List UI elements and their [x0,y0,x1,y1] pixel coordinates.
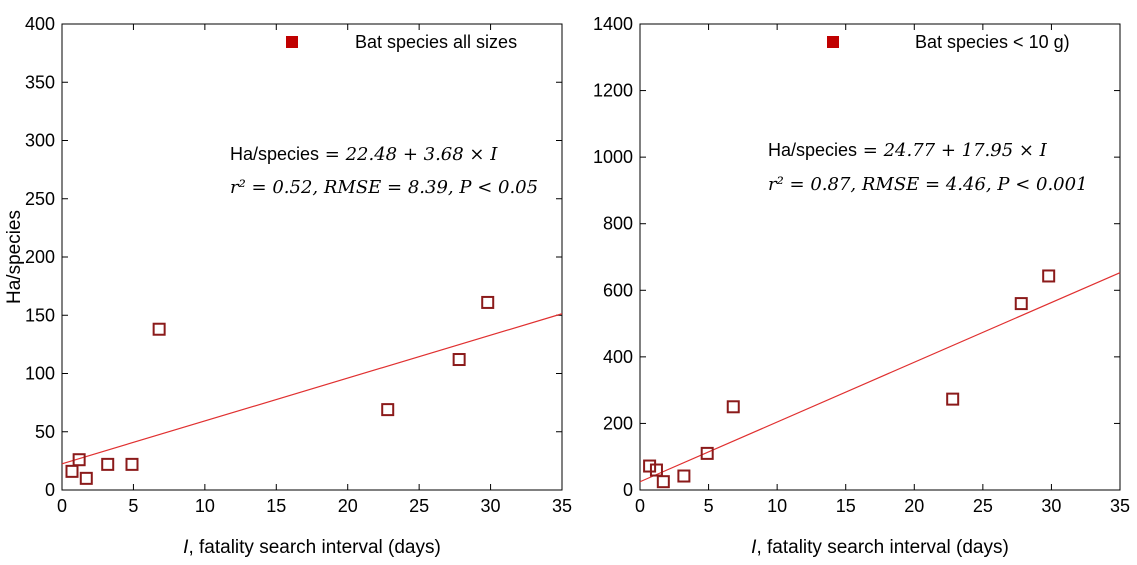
y-tick-label: 600 [603,280,633,300]
equation-lhs: Ha/species [768,140,857,160]
equation-line-2: r² = 0.87, RMSE = 4.46, P < 0.001 [768,174,1088,195]
equation-lhs: Ha/species [230,144,319,164]
y-tick-label: 1400 [593,14,633,34]
y-tick-label: 1000 [593,147,633,167]
data-point [726,400,740,414]
data-point [452,353,466,367]
chart-panel-2: 0 5 10 15 20 25 30 35 0 200 400 600 800 1000 1200 1400 I… [593,14,1130,558]
x-tick-label: 10 [195,496,215,516]
data-point [1014,297,1028,311]
y-tick-label: 400 [603,347,633,367]
x-axis-label-text: , fatality search interval (days) [756,537,1008,558]
data-point [643,459,657,473]
plot-frame [639,23,1121,491]
x-tick-label: 35 [552,496,572,516]
x-tick-label: 5 [704,496,714,516]
data-point [677,469,691,483]
equation-rhs: = 24.77 + 17.95 × I [857,140,1048,161]
x-tick-label: 5 [128,496,138,516]
data-point [152,322,166,336]
x-tick-label: 20 [338,496,358,516]
x-axis-label-variable: I [183,537,189,558]
x-tick-label: 15 [836,496,856,516]
regression-line [61,313,563,465]
y-tick-label: 0 [45,480,55,500]
x-axis-label-variable: I [751,537,757,558]
x-tick-label: 25 [973,496,993,516]
x-axis-label: I, fatality search interval (days) [183,537,441,558]
chart-panel-1: 0 5 10 15 20 25 30 35050100150200250300350400I,… [4,14,572,558]
y-tick-label: 350 [25,72,55,92]
equation-rhs: = 22.48 + 3.68 × I [319,144,498,165]
data-point [656,475,670,489]
y-tick-label: 50 [35,422,55,442]
x-tick-label: 0 [635,496,645,516]
y-axis-label: Ha/species [4,210,25,304]
equation-line-1: Ha/species = 22.48 + 3.68 × I [230,144,498,165]
legend-marker [827,36,839,48]
x-tick-label: 15 [266,496,286,516]
plot-frame [61,23,563,491]
data-point [946,392,960,406]
legend-marker [286,36,298,48]
y-tick-label: 800 [603,214,633,234]
x-tick-label: 30 [481,496,501,516]
y-tick-label: 0 [623,480,633,500]
x-tick-label: 0 [57,496,67,516]
y-tick-label: 400 [25,14,55,34]
equation-line-2: r² = 0.52, RMSE = 8.39, P < 0.05 [230,177,538,198]
y-tick-label: 300 [25,131,55,151]
data-point [481,295,495,309]
data-point [101,457,115,471]
data-point [700,446,714,460]
x-tick-label: 20 [904,496,924,516]
data-point [1042,269,1056,283]
data-point [79,471,93,485]
x-axis-label-text: , fatality search interval (days) [188,537,440,558]
y-tick-label: 200 [603,413,633,433]
y-tick-label: 100 [25,364,55,384]
y-tick-label: 1200 [593,81,633,101]
data-point [381,403,395,417]
legend-label: Bat species < 10 g) [915,32,1070,52]
y-tick-label: 150 [25,305,55,325]
x-axis-label: I, fatality search interval (days) [751,537,1009,558]
legend-label: Bat species all sizes [355,32,517,52]
data-point [649,463,663,477]
x-tick-label: 25 [409,496,429,516]
equation-line-1: Ha/species = 24.77 + 17.95 × I [768,140,1048,161]
x-tick-label: 10 [767,496,787,516]
data-point [65,464,79,478]
x-tick-label: 35 [1110,496,1130,516]
y-tick-label: 250 [25,189,55,209]
y-tick-label: 200 [25,247,55,267]
data-point [125,457,139,471]
regression-line [639,272,1121,483]
x-tick-label: 30 [1041,496,1061,516]
data-point [72,453,86,467]
